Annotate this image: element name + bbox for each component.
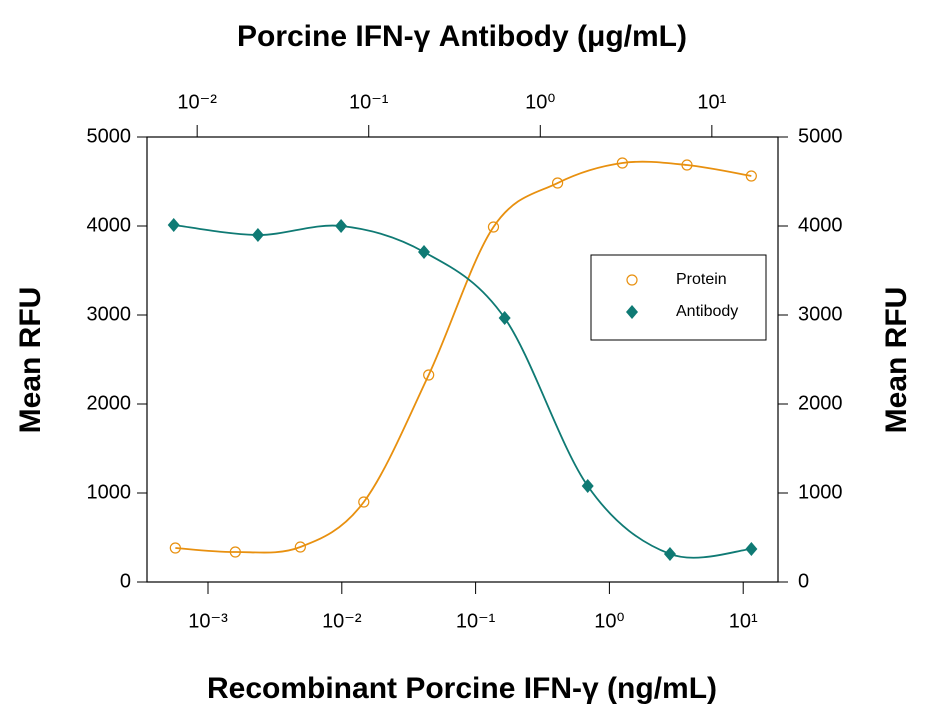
- diamond-marker: [251, 227, 264, 242]
- diamond-marker: [167, 218, 180, 233]
- circle-marker: [229, 546, 241, 558]
- diamond-marker: [498, 311, 511, 326]
- y2-axis-title: Mean RFU: [880, 287, 913, 434]
- x-tick-label: 10⁰: [594, 610, 624, 632]
- y2-tick-label: 0: [798, 570, 809, 592]
- y-tick-label: 0: [120, 570, 131, 592]
- x-tick-label: 10⁻²: [322, 610, 362, 632]
- y2-tick-label: 2000: [798, 392, 843, 414]
- y-axis-title: Mean RFU: [14, 287, 47, 434]
- diamond-marker: [581, 478, 594, 493]
- y-tick-label: 1000: [87, 481, 132, 503]
- x2-tick-label: 10⁻²: [177, 91, 217, 113]
- circle-marker: [358, 496, 370, 508]
- chart-title: Porcine IFN-γ Antibody (μg/mL): [237, 20, 687, 53]
- x2-tick-label: 10¹: [697, 91, 726, 113]
- y2-tick-label: 1000: [798, 481, 843, 503]
- circle-marker: [423, 369, 435, 381]
- diamond-marker: [745, 541, 758, 556]
- circle-marker: [169, 542, 181, 554]
- x2-tick-label: 10⁰: [525, 91, 555, 113]
- y2-tick-label: 4000: [798, 214, 843, 236]
- circle-marker: [551, 177, 564, 189]
- y2-tick-label: 5000: [798, 125, 843, 147]
- diamond-marker: [418, 244, 431, 259]
- y-tick-label: 2000: [87, 392, 132, 414]
- legend-label: Protein: [676, 271, 727, 288]
- y-tick-label: 3000: [87, 303, 132, 325]
- circle-marker: [626, 274, 638, 286]
- circle-marker: [487, 221, 500, 233]
- legend-box: [590, 254, 767, 341]
- y-tick-label: 4000: [87, 214, 132, 236]
- diamond-marker: [335, 219, 348, 233]
- x2-tick-label: 10⁻¹: [349, 91, 389, 113]
- x-tick-label: 10⁻¹: [456, 610, 496, 632]
- x-tick-label: 10¹: [729, 610, 758, 632]
- y2-tick-label: 3000: [798, 303, 843, 325]
- circle-marker: [681, 159, 693, 171]
- circle-marker: [745, 170, 757, 182]
- plot-frame: [146, 136, 779, 583]
- diamond-marker: [663, 546, 676, 561]
- legend-label: Antibody: [676, 303, 738, 320]
- circle-marker: [616, 157, 628, 169]
- diamond-marker: [626, 305, 638, 319]
- y-tick-label: 5000: [87, 125, 132, 147]
- fit-curve: [173, 224, 752, 559]
- x-tick-label: 10⁻³: [188, 610, 228, 632]
- circle-marker: [294, 541, 306, 553]
- fit-curve: [175, 160, 752, 554]
- x-axis-title: Recombinant Porcine IFN-γ (ng/mL): [207, 672, 717, 705]
